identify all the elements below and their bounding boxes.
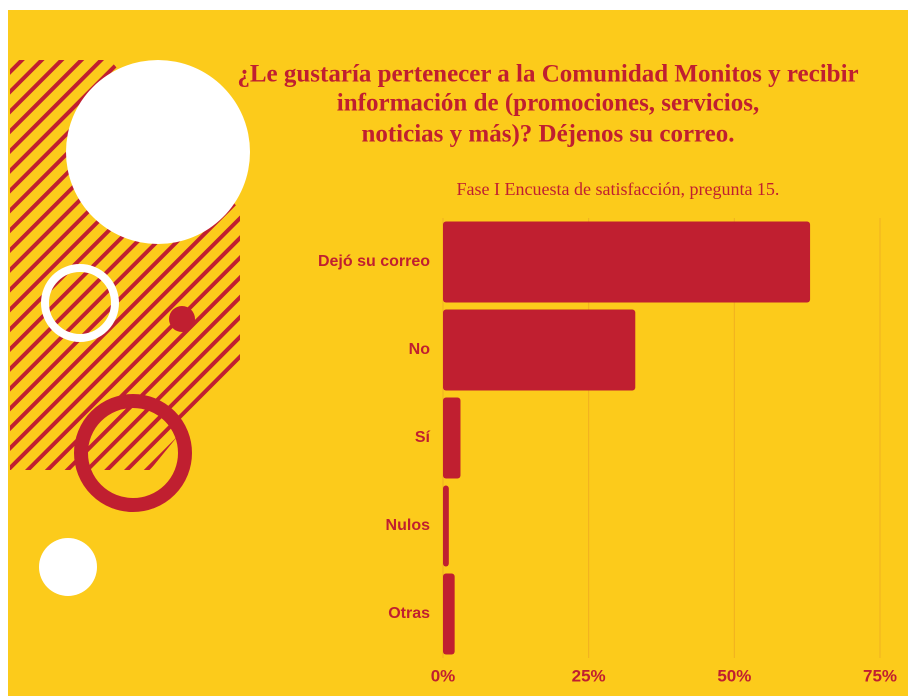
decoration [66, 60, 250, 244]
decoration [39, 538, 97, 596]
x-tick-label: 0% [431, 666, 456, 685]
decoration [169, 306, 195, 332]
y-tick-label: Otras [388, 605, 430, 622]
x-tick-label: 50% [717, 666, 751, 685]
y-tick-label: Sí [415, 429, 431, 446]
bar [443, 485, 449, 567]
y-tick-label: Dejó su correo [318, 253, 430, 270]
decoration [74, 394, 192, 512]
y-tick-label: No [409, 341, 431, 358]
bar [443, 573, 455, 655]
bar [443, 397, 461, 479]
bar [443, 221, 811, 303]
chart-title: información de (promociones, servicios, [337, 90, 759, 117]
x-tick-label: 25% [572, 666, 606, 685]
chart-subtitle: Fase I Encuesta de satisfacción, pregunt… [457, 179, 780, 199]
chart-title: noticias y más)? Déjenos su correo. [361, 121, 734, 148]
decoration [41, 264, 119, 342]
chart-title: ¿Le gustaría pertenecer a la Comunidad M… [237, 61, 858, 88]
bar [443, 309, 636, 391]
x-tick-label: 75% [863, 666, 897, 685]
y-tick-label: Nulos [386, 517, 431, 534]
